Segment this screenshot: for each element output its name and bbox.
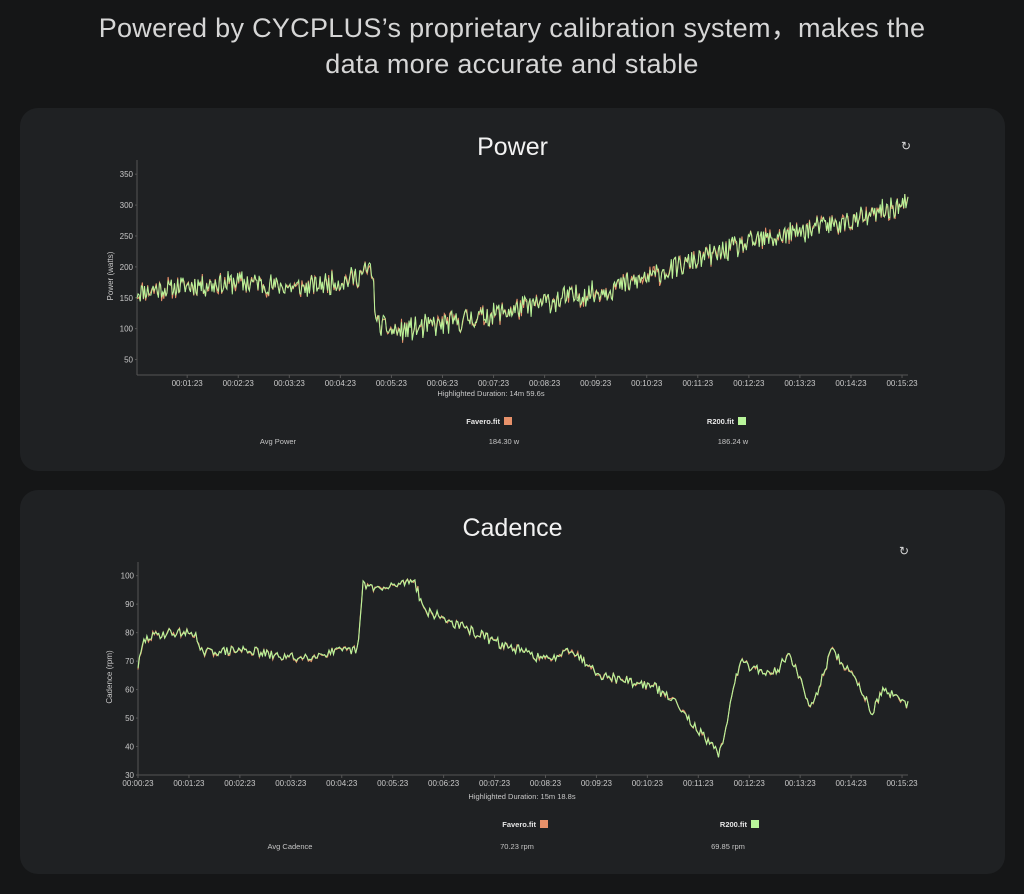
power-y-tick-label: 250 — [120, 232, 134, 241]
cadence-y-tick-label: 30 — [125, 771, 134, 780]
cadence-x-tick-label: 00:15:23 — [886, 779, 918, 788]
power-summary-favero-value: 184.30 w — [489, 437, 520, 446]
cadence-series-r200-line — [137, 578, 909, 758]
cadence-x-tick-label: 00:14:23 — [836, 779, 868, 788]
cadence-x-tick-label: 00:01:23 — [173, 779, 205, 788]
cadence-x-tick-label: 00:13:23 — [785, 779, 817, 788]
cadence-y-axis-title: Cadence (rpm) — [105, 650, 114, 704]
headline: Powered by CYCPLUS’s proprietary calibra… — [0, 10, 1024, 82]
cadence-x-tick-label: 00:04:23 — [326, 779, 358, 788]
power-y-tick-label: 200 — [120, 263, 134, 272]
power-chart-svg: 50 100 150 200 250 300 350 00:01:23 00:02:23 00:… — [106, 160, 918, 446]
refresh-icon[interactable]: ↻ — [898, 544, 910, 558]
power-chart-panel: Power ↻ 50 100 150 200 250 300 350 00:01:23 00:… — [20, 108, 1005, 471]
cadence-y-tick-label: 80 — [125, 629, 134, 638]
power-x-tick-label: 00:01:23 — [172, 379, 204, 388]
cadence-legend-r200-label[interactable]: R200.fit — [720, 820, 748, 829]
cadence-chart-title: Cadence — [462, 514, 563, 542]
power-summary-r200-value: 186.24 w — [718, 437, 749, 446]
cadence-y-tick-label: 90 — [125, 600, 134, 609]
cadence-x-tick-label: 00:11:23 — [683, 779, 714, 788]
cadence-chart-panel: Cadence ↻ 30 40 50 60 70 80 90 100 00:00:23 00:0… — [20, 490, 1005, 874]
cadence-y-tick-label: 70 — [125, 657, 134, 666]
power-legend-favero-swatch[interactable] — [504, 417, 512, 425]
cadence-highlighted-duration: Highlighted Duration: 15m 18.8s — [468, 792, 575, 801]
power-x-tick-label: 00:05:23 — [376, 379, 408, 388]
cadence-x-tick-label: 00:03:23 — [275, 779, 307, 788]
cadence-summary-label: Avg Cadence — [268, 842, 313, 851]
power-x-tick-label: 00:12:23 — [733, 379, 765, 388]
power-x-tick-label: 00:07:23 — [478, 379, 510, 388]
headline-line-2: data more accurate and stable — [325, 49, 699, 79]
cadence-x-tick-label: 00:05:23 — [377, 779, 409, 788]
cadence-legend-favero-swatch[interactable] — [540, 820, 548, 828]
cadence-y-tick-label: 100 — [121, 572, 135, 581]
cadence-x-tick-label: 00:12:23 — [734, 779, 766, 788]
cadence-x-tick-label: 00:08:23 — [530, 779, 562, 788]
power-x-tick-label: 00:06:23 — [427, 379, 459, 388]
power-chart-title: Power — [477, 133, 548, 161]
power-legend-r200-label[interactable]: R200.fit — [707, 417, 735, 426]
power-x-tick-label: 00:02:23 — [223, 379, 255, 388]
power-y-tick-label: 150 — [120, 294, 134, 303]
power-y-tick-label: 300 — [120, 201, 134, 210]
power-y-tick-label: 350 — [120, 170, 134, 179]
refresh-icon[interactable]: ↻ — [900, 139, 912, 153]
cadence-summary-favero-value: 70.23 rpm — [500, 842, 534, 851]
power-x-tick-label: 00:15:23 — [886, 379, 918, 388]
power-y-tick-label: 100 — [120, 325, 134, 334]
cadence-chart-svg: 30 40 50 60 70 80 90 100 00:00:23 00:01:23 00:02:… — [105, 562, 918, 851]
power-x-tick-label: 00:04:23 — [325, 379, 357, 388]
power-y-tick-label: 50 — [124, 356, 133, 365]
cadence-legend-r200-swatch[interactable] — [751, 820, 759, 828]
cadence-x-tick-label: 00:06:23 — [428, 779, 460, 788]
power-x-tick-label: 00:13:23 — [784, 379, 816, 388]
cadence-y-tick-label: 40 — [125, 743, 134, 752]
cadence-x-tick-label: 00:07:23 — [479, 779, 511, 788]
cadence-x-tick-label: 00:09:23 — [581, 779, 613, 788]
cadence-series-favero-line — [137, 577, 909, 758]
cadence-y-tick-label: 60 — [125, 686, 134, 695]
power-y-axis-title: Power (watts) — [106, 251, 115, 300]
power-x-tick-label: 00:10:23 — [631, 379, 663, 388]
power-legend-favero-label[interactable]: Favero.fit — [466, 417, 500, 426]
cadence-x-tick-label: 00:10:23 — [632, 779, 664, 788]
cadence-x-tick-label: 00:00:23 — [122, 779, 154, 788]
cadence-legend-favero-label[interactable]: Favero.fit — [502, 820, 536, 829]
power-x-tick-label: 00:08:23 — [529, 379, 561, 388]
power-highlighted-duration: Highlighted Duration: 14m 59.6s — [437, 389, 544, 398]
power-series-favero-line — [136, 193, 909, 343]
power-x-tick-label: 00:03:23 — [274, 379, 306, 388]
power-legend-r200-swatch[interactable] — [738, 417, 746, 425]
power-x-tick-label: 00:11:23 — [683, 379, 714, 388]
cadence-y-tick-label: 50 — [125, 714, 134, 723]
power-summary-label: Avg Power — [260, 437, 297, 446]
cadence-summary-r200-value: 69.85 rpm — [711, 842, 745, 851]
cadence-x-tick-label: 00:02:23 — [224, 779, 256, 788]
headline-line-1: Powered by CYCPLUS’s proprietary calibra… — [98, 13, 926, 43]
power-series-r200-line — [136, 194, 909, 341]
power-x-tick-label: 00:14:23 — [835, 379, 867, 388]
power-x-tick-label: 00:09:23 — [580, 379, 612, 388]
